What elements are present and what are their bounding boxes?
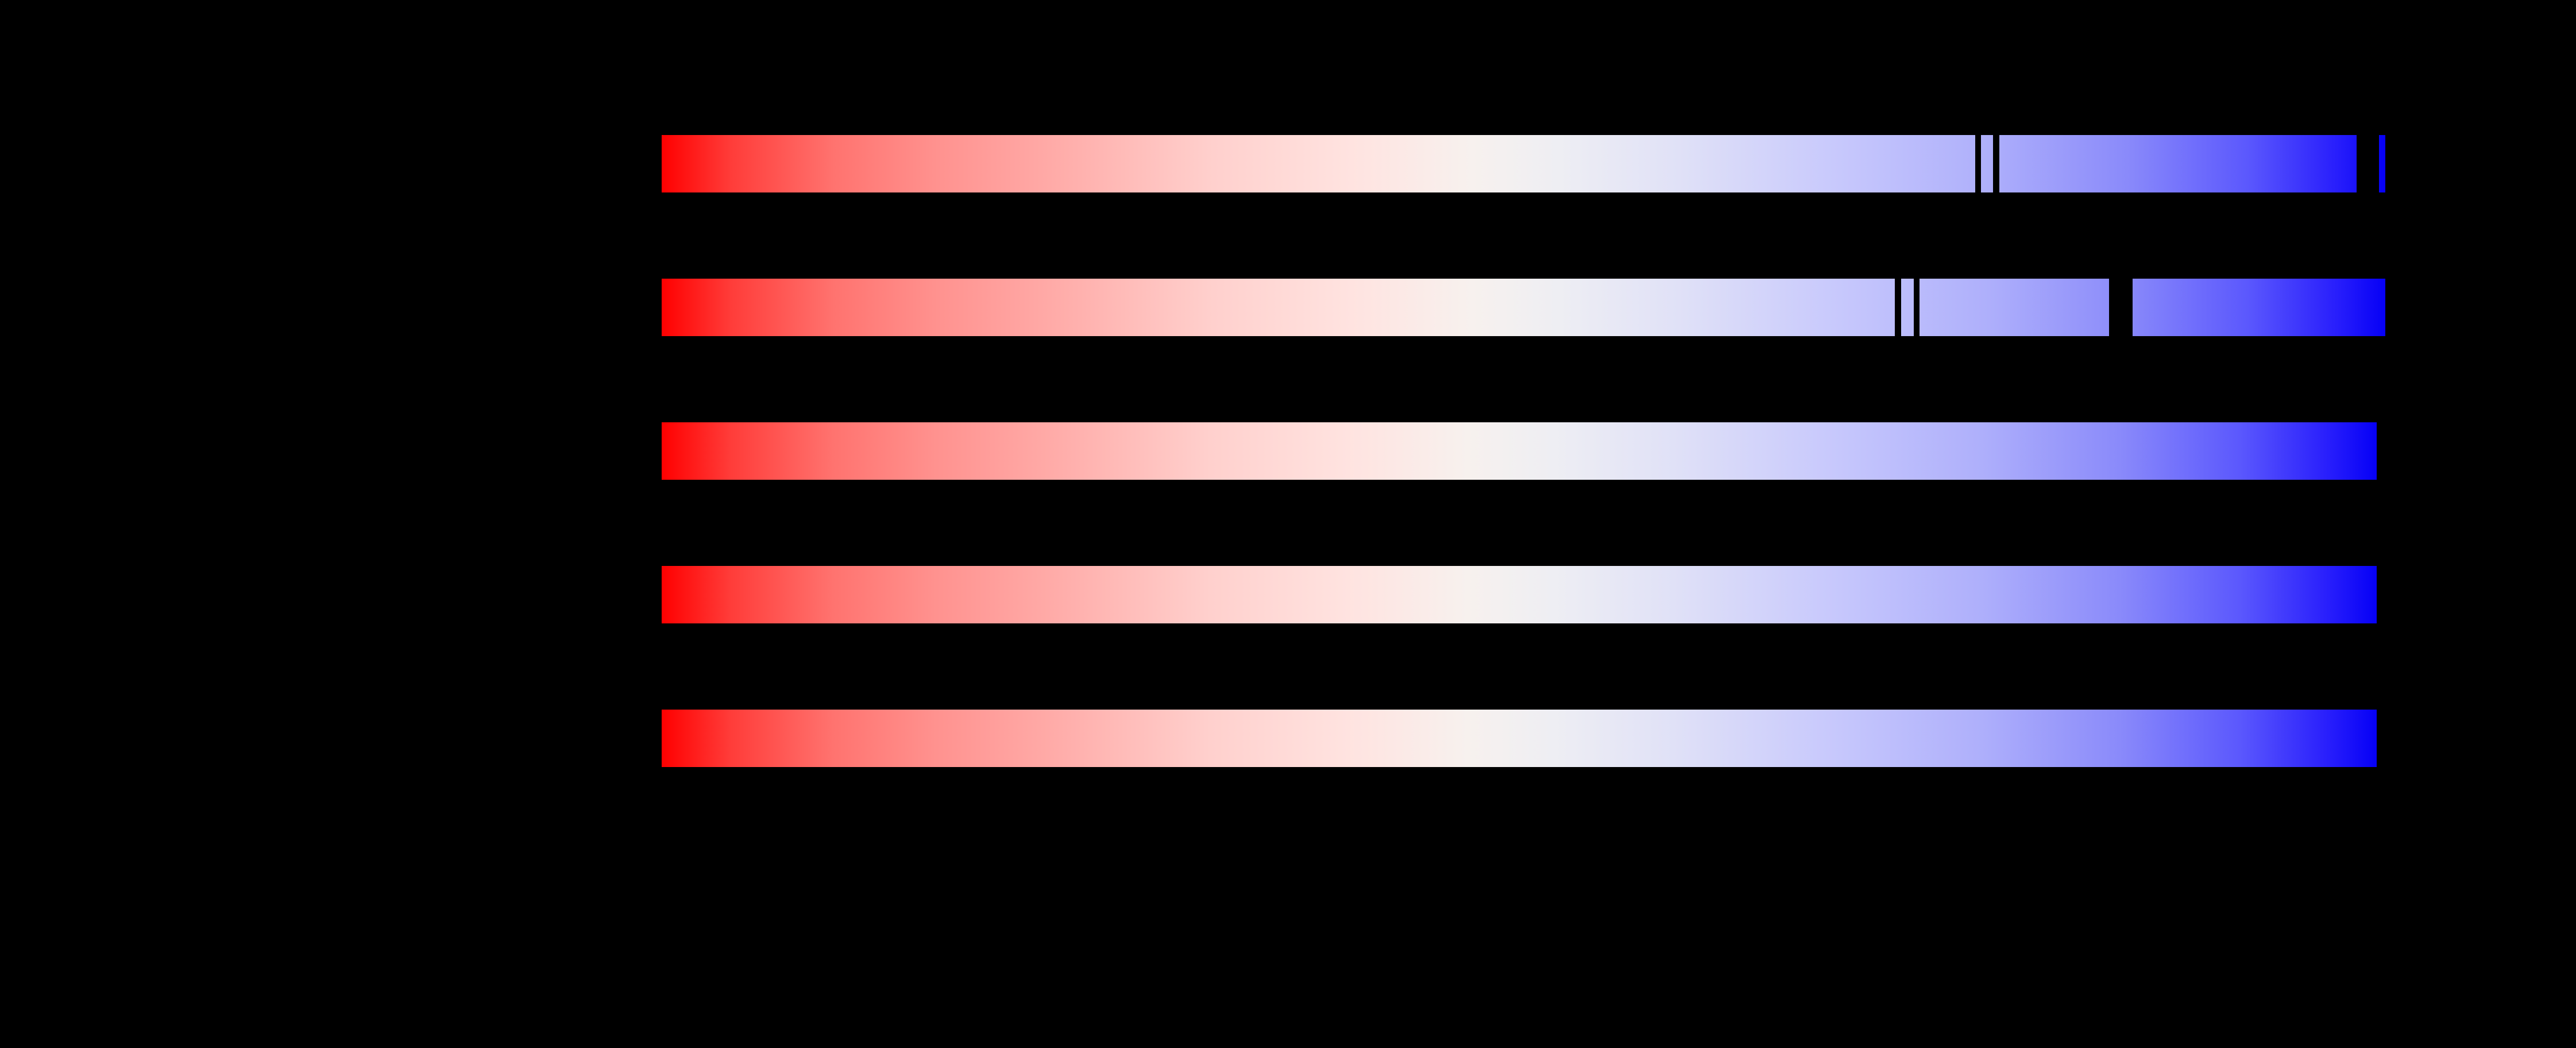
black-mark xyxy=(1975,135,1981,192)
gradient-bar-4 xyxy=(662,566,2377,623)
black-mark xyxy=(1993,135,1999,192)
gradient-bar-5 xyxy=(662,710,2377,767)
black-mark xyxy=(1895,279,1901,336)
gradient-bar-3 xyxy=(662,422,2377,480)
black-mark xyxy=(2109,279,2133,336)
gradient-bar-1 xyxy=(662,135,2385,192)
black-mark xyxy=(1914,279,1920,336)
black-mark xyxy=(2357,135,2379,192)
gradient-bar-2 xyxy=(662,279,2385,336)
